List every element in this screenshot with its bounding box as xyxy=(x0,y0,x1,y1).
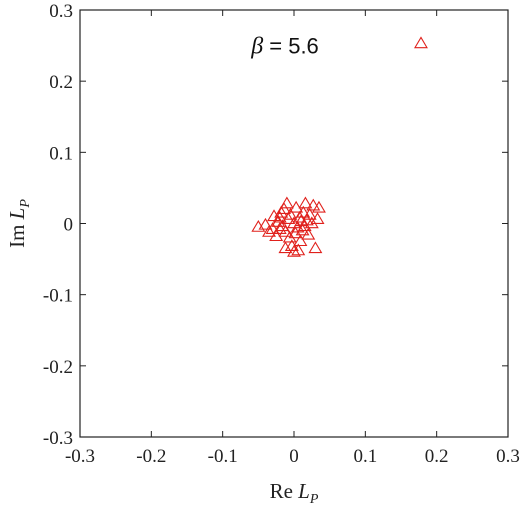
y-tick-label: -0.2 xyxy=(43,357,73,378)
beta-value: = 5.6 xyxy=(263,34,319,59)
data-point-triangle xyxy=(277,202,291,215)
data-point-triangle xyxy=(287,244,301,257)
x-tick-label: 0 xyxy=(289,446,299,467)
x-axis-label-symbol: L xyxy=(297,479,310,503)
data-point-triangle xyxy=(296,205,311,218)
data-point-triangle xyxy=(282,230,297,243)
y-axis-label-symbol: L xyxy=(5,208,29,221)
x-axis-label: Re LP xyxy=(270,479,319,506)
data-point-triangle xyxy=(310,212,325,224)
data-point-triangle xyxy=(293,234,308,247)
data-point-triangle xyxy=(289,200,304,213)
y-tick-label: 0.2 xyxy=(49,72,73,93)
x-tick-label: 0.2 xyxy=(425,446,449,467)
data-point-triangle xyxy=(272,222,287,234)
y-axis-label-subscript: P xyxy=(18,199,33,209)
data-point-triangle xyxy=(258,217,273,230)
data-point-triangle xyxy=(414,36,428,49)
y-tick-label: 0 xyxy=(64,215,74,236)
data-point-triangle xyxy=(291,243,306,256)
data-point-triangle xyxy=(279,196,294,209)
data-point-triangle xyxy=(251,219,266,232)
y-tick-label: -0.1 xyxy=(43,286,73,307)
data-point-triangle xyxy=(265,222,280,234)
data-point-triangle xyxy=(274,205,289,218)
data-point-triangle xyxy=(283,207,298,220)
x-axis-label-prefix: Re xyxy=(270,479,293,503)
y-tick-label: 0.1 xyxy=(49,143,73,164)
data-point-triangle xyxy=(262,224,276,237)
x-tick-label: -0.1 xyxy=(208,446,238,467)
plot-frame xyxy=(79,9,509,438)
data-point-triangle xyxy=(302,207,317,220)
x-axis-label-subscript: P xyxy=(309,492,319,506)
x-tick-label: 0.3 xyxy=(496,446,520,467)
data-point-triangle xyxy=(312,200,326,213)
beta-symbol: β xyxy=(250,34,263,60)
data-point-triangle xyxy=(301,227,316,240)
data-point-triangle xyxy=(298,196,313,209)
data-point-triangle xyxy=(269,229,284,242)
ticks-layer: -0.3 -0.2 -0.1 0 0.1 0.2 0.3 -0.3 -0.2 -0.1 0 0.1 0.… xyxy=(43,1,520,467)
beta-annotation: β = 5.6 xyxy=(250,34,319,60)
data-point-triangle xyxy=(299,213,314,226)
x-tick-label: 0.1 xyxy=(353,446,377,467)
points-layer xyxy=(251,36,428,257)
x-tick-label: -0.2 xyxy=(136,446,166,467)
x-tick-label: -0.3 xyxy=(65,446,95,467)
data-point-triangle xyxy=(272,210,287,223)
data-point-triangle xyxy=(306,198,321,211)
y-axis-label: Im LP xyxy=(5,199,33,248)
data-point-triangle xyxy=(278,241,293,254)
data-point-triangle xyxy=(278,224,293,237)
data-point-triangle xyxy=(304,216,319,229)
y-tick-label: 0.3 xyxy=(49,1,73,22)
data-point-triangle xyxy=(308,241,323,254)
y-tick-label: -0.3 xyxy=(43,428,73,449)
y-axis-label-prefix: Im xyxy=(5,225,29,248)
